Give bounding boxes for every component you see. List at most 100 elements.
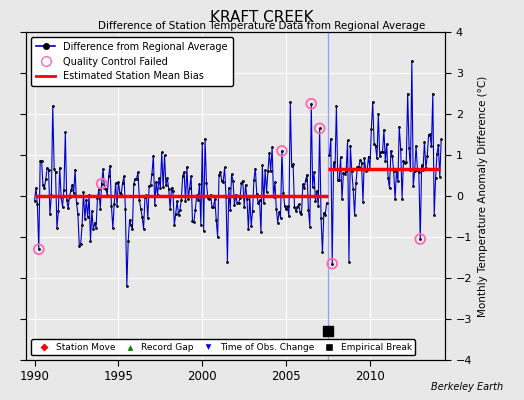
Point [433, 150, 441, 157]
Point [137, 206, 145, 212]
Point [377, 149, 385, 155]
Point [177, 197, 185, 204]
Point [346, 143, 355, 149]
Point [341, 171, 349, 177]
Point [51, 169, 60, 176]
Point [307, 100, 315, 107]
Point [131, 176, 139, 182]
Point [325, 152, 334, 158]
Point [135, 196, 144, 203]
Point [406, 167, 414, 173]
Point [307, 100, 315, 107]
Point [79, 189, 88, 196]
Point [209, 204, 217, 210]
Point [221, 164, 229, 170]
Point [294, 201, 303, 208]
Point [430, 212, 439, 218]
Point [374, 111, 383, 117]
Point [289, 161, 297, 167]
Point [385, 185, 394, 192]
Point [160, 152, 169, 159]
Point [314, 203, 322, 209]
Point [250, 176, 258, 183]
Point [114, 179, 123, 185]
Point [36, 158, 45, 165]
Point [391, 196, 399, 202]
Point [360, 155, 368, 162]
Point [181, 198, 190, 204]
Point [258, 162, 267, 169]
Point [435, 174, 444, 180]
Point [288, 162, 296, 169]
Point [58, 204, 67, 210]
Point [405, 145, 413, 151]
Point [68, 181, 77, 188]
Point [303, 171, 311, 178]
Point [363, 166, 372, 173]
Point [191, 207, 200, 213]
Point [49, 103, 57, 109]
Point [282, 206, 290, 212]
Point [322, 200, 331, 206]
Point [222, 194, 230, 200]
Point [70, 190, 78, 196]
Point [117, 191, 125, 198]
Point [422, 165, 430, 172]
Point [156, 185, 165, 191]
Point [309, 184, 317, 190]
Point [297, 211, 305, 217]
Point [206, 192, 215, 198]
Point [33, 201, 41, 207]
Point [71, 166, 79, 173]
Point [402, 158, 410, 165]
Point [373, 155, 381, 162]
Point [437, 136, 445, 142]
Point [376, 153, 384, 160]
Point [223, 258, 232, 265]
Point [424, 131, 433, 138]
Point [154, 192, 162, 198]
Point [389, 168, 398, 174]
Point [194, 196, 202, 203]
Point [200, 228, 208, 234]
Point [72, 200, 81, 206]
Point [104, 173, 113, 180]
Point [148, 171, 156, 177]
Point [364, 153, 373, 160]
Point [261, 167, 269, 174]
Point [30, 198, 39, 204]
Point [345, 258, 353, 265]
Point [251, 165, 259, 172]
Point [367, 126, 376, 132]
Point [97, 180, 106, 187]
Point [359, 199, 367, 205]
Point [366, 166, 374, 172]
Point [408, 58, 416, 64]
Point [211, 196, 219, 202]
Point [184, 196, 192, 202]
Point [81, 216, 89, 222]
Point [144, 215, 152, 221]
Point [242, 182, 250, 188]
Point [246, 193, 254, 199]
Point [91, 220, 99, 226]
Point [169, 188, 177, 194]
Point [139, 226, 148, 232]
Point [368, 98, 377, 105]
Point [57, 194, 66, 200]
Point [190, 219, 198, 225]
Point [159, 184, 167, 190]
Point [394, 178, 402, 184]
Point [196, 222, 205, 228]
Point [66, 194, 74, 200]
Point [237, 180, 246, 187]
Point [372, 143, 380, 150]
Point [192, 192, 201, 198]
Point [187, 173, 195, 179]
Point [149, 152, 158, 159]
Point [138, 214, 146, 220]
Y-axis label: Monthly Temperature Anomaly Difference (°C): Monthly Temperature Anomaly Difference (… [478, 75, 488, 317]
Point [108, 225, 117, 232]
Point [301, 177, 310, 183]
Point [419, 166, 427, 173]
